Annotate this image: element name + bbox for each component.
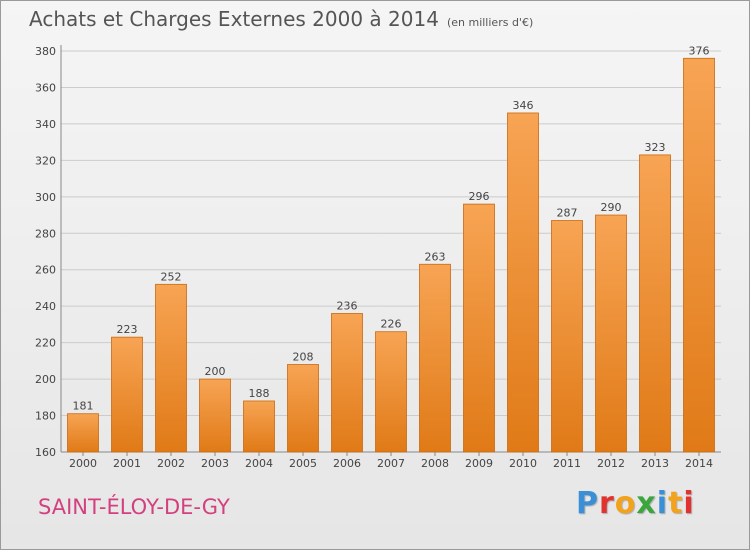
x-tick-label: 2005 [289,457,317,470]
data-label: 226 [381,318,402,331]
bar [639,154,671,453]
data-label: 181 [73,400,94,413]
bar [287,364,319,453]
chart-subtitle: (en milliers d'€) [446,16,534,29]
y-tick-label: 280 [35,227,56,240]
logo-letter: o [614,486,637,521]
proxiti-logo[interactable]: Proxiti [576,486,695,521]
y-tick-label: 260 [35,264,56,277]
logo-letter: i [656,486,669,521]
x-tick-label: 2013 [641,457,669,470]
data-label: 263 [425,250,446,263]
data-label: 236 [337,299,358,312]
data-label: 287 [557,207,578,220]
commune-name: SAINT-ÉLOY-DE-GY [38,495,230,519]
data-label: 290 [601,201,622,214]
x-tick-label: 2009 [465,457,493,470]
y-tick-label: 160 [35,446,56,459]
x-tick-label: 2001 [113,457,141,470]
y-tick-label: 240 [35,300,56,313]
x-tick-label: 2014 [685,457,713,470]
x-tick-label: 2002 [157,457,185,470]
bar [331,313,363,453]
data-label: 223 [117,323,138,336]
x-tick-label: 2003 [201,457,229,470]
y-tick-label: 200 [35,373,56,386]
x-tick-label: 2000 [69,457,97,470]
bar [507,112,539,453]
bar [595,214,627,453]
y-tick-label: 380 [35,45,56,58]
bar [375,331,407,453]
logo-letter: P [576,486,599,521]
y-tick-label: 340 [35,118,56,131]
logo-letter: t [668,486,684,521]
y-tick-label: 220 [35,337,56,350]
data-label: 188 [249,387,270,400]
bar [111,336,143,453]
x-tick-label: 2012 [597,457,625,470]
chart-title-text: Achats et Charges Externes 2000 à 2014 [29,7,439,31]
x-tick-label: 2010 [509,457,537,470]
logo-letter: r [599,486,615,521]
logo-letter: i [683,486,695,521]
bar [683,57,715,453]
bar [155,283,187,453]
x-tick-label: 2004 [245,457,273,470]
x-tick-label: 2007 [377,457,405,470]
bar [67,413,99,453]
data-label: 252 [161,270,182,283]
bar [551,220,583,453]
chart-title: Achats et Charges Externes 2000 à 2014 (e… [29,7,533,31]
data-label: 376 [689,44,710,57]
value-labels: 181 223 252 200 188 208 236 226 263 296 346 287 290 3… [73,44,710,412]
bar [243,400,275,453]
y-tick-label: 360 [35,81,56,94]
data-label: 208 [293,351,314,364]
bar [419,263,451,453]
logo-letter: x [636,486,657,521]
data-label: 296 [469,190,490,203]
data-label: 200 [205,365,226,378]
x-tick-label: 2011 [553,457,581,470]
y-tick-label: 320 [35,154,56,167]
bar [463,203,495,453]
x-tick-label: 2006 [333,457,361,470]
bar [199,378,231,453]
bars [67,57,715,453]
y-tick-label: 300 [35,191,56,204]
y-tick-label: 180 [35,410,56,423]
data-label: 346 [513,99,534,112]
x-tick-label: 2008 [421,457,449,470]
data-label: 323 [645,141,666,154]
